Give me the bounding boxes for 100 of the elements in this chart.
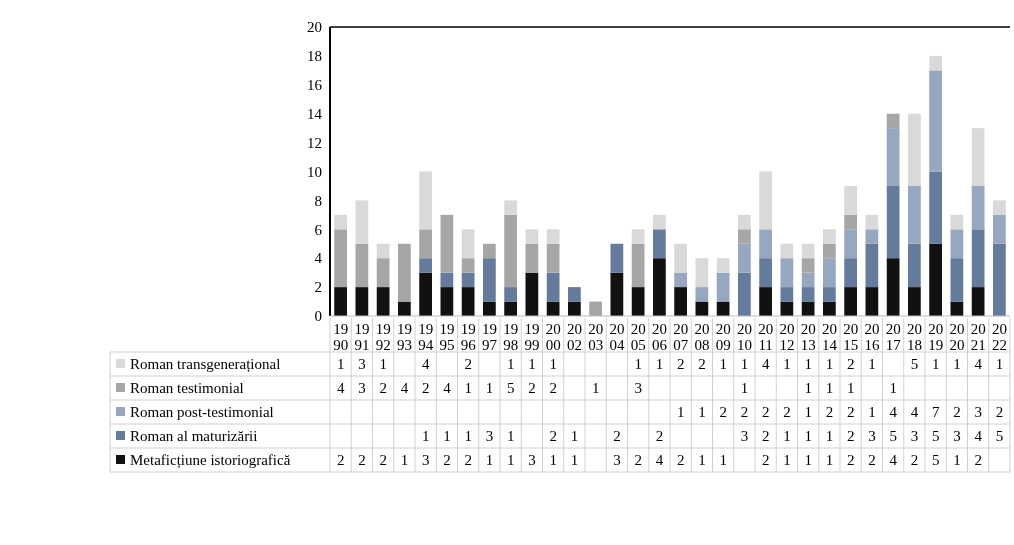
bar	[355, 243, 369, 288]
data-label: 1	[804, 380, 812, 397]
bar	[674, 287, 687, 316]
data-label: 1	[783, 428, 791, 445]
bar	[568, 301, 581, 316]
legend-label: Roman al maturizării	[130, 428, 258, 445]
data-label: 1	[506, 452, 515, 469]
data-label: 4	[974, 428, 983, 445]
data-label: 1	[400, 452, 409, 469]
bar	[950, 229, 964, 259]
bar	[823, 287, 836, 302]
bar	[738, 272, 751, 316]
bar	[334, 229, 347, 288]
data-label: 1	[868, 404, 876, 421]
y-tick-label: 6	[314, 221, 323, 238]
bar	[695, 258, 709, 288]
data-label: 1	[676, 404, 685, 421]
data-label: 1	[528, 356, 536, 373]
data-label: 3	[868, 428, 876, 445]
data-label: 1	[953, 452, 961, 469]
x-tick-label: 1991	[354, 321, 370, 353]
data-label: 4	[910, 404, 919, 421]
bar	[886, 185, 900, 259]
bar	[525, 272, 539, 316]
bar	[759, 258, 772, 288]
data-label: 2	[336, 452, 345, 469]
bar	[759, 171, 772, 230]
data-label: 2	[974, 452, 982, 469]
bar	[419, 258, 432, 273]
data-label: 2	[443, 452, 451, 469]
data-label: 1	[570, 452, 579, 469]
bar	[419, 171, 432, 230]
bar	[525, 243, 539, 273]
data-label: 1	[506, 356, 515, 373]
bar	[886, 113, 900, 129]
y-tick-label: 2	[314, 279, 322, 296]
bar	[440, 272, 454, 288]
bar	[653, 258, 666, 316]
data-label: 4	[400, 380, 409, 397]
data-label: 3	[358, 356, 366, 373]
bar	[865, 287, 879, 316]
data-label: 1	[485, 380, 494, 397]
bar	[610, 272, 624, 316]
y-tick-label: 8	[314, 192, 322, 209]
data-label: 5	[910, 356, 919, 373]
data-label: 2	[740, 404, 749, 421]
bar	[929, 243, 942, 316]
legend-label: Metaficțiune istoriografică	[130, 452, 291, 470]
data-label: 2	[846, 452, 855, 469]
data-label: 4	[889, 404, 898, 421]
x-tick-label: 2006	[651, 321, 668, 353]
x-tick-label: 2008	[694, 321, 710, 353]
bar	[886, 258, 900, 316]
data-label: 2	[464, 356, 472, 373]
data-label: 4	[761, 356, 770, 373]
data-label: 1	[804, 404, 812, 421]
bar	[759, 229, 772, 259]
data-label: 1	[698, 404, 706, 421]
x-tick-label: 2012	[779, 321, 795, 353]
bar	[780, 258, 794, 288]
bar	[908, 287, 921, 316]
data-label: 2	[421, 380, 430, 397]
data-label: 3	[528, 452, 536, 469]
bar	[801, 272, 815, 288]
bar	[993, 243, 1006, 316]
bar	[993, 200, 1006, 215]
bar	[738, 243, 751, 273]
data-label: 2	[761, 452, 770, 469]
data-label: 2	[655, 428, 664, 445]
bar	[546, 272, 560, 302]
x-tick-label: 2022	[991, 321, 1007, 353]
data-label: 1	[485, 452, 494, 469]
bar	[971, 287, 985, 316]
data-label: 2	[358, 452, 366, 469]
bar	[440, 287, 454, 316]
x-tick-label: 2003	[588, 321, 604, 353]
data-label: 2	[676, 356, 685, 373]
bar	[674, 243, 687, 273]
data-label: 2	[676, 452, 685, 469]
bar	[419, 229, 432, 259]
data-label: 5	[889, 428, 897, 445]
bar	[950, 214, 964, 230]
x-tick-label: 2018	[906, 321, 922, 353]
bar	[674, 272, 687, 288]
data-label: 1	[868, 356, 876, 373]
bar	[568, 287, 581, 302]
bar	[823, 301, 836, 316]
data-label: 2	[464, 452, 472, 469]
data-label: 1	[549, 452, 557, 469]
bar	[929, 70, 942, 172]
bar	[844, 229, 857, 259]
bar	[376, 287, 390, 316]
legend-label: Roman testimonial	[130, 380, 244, 397]
data-label: 1	[931, 356, 940, 373]
bar	[504, 287, 517, 302]
data-label: 1	[379, 356, 387, 373]
bar	[653, 214, 666, 230]
data-label: 2	[379, 452, 387, 469]
bar	[653, 229, 666, 259]
bar	[376, 258, 390, 288]
